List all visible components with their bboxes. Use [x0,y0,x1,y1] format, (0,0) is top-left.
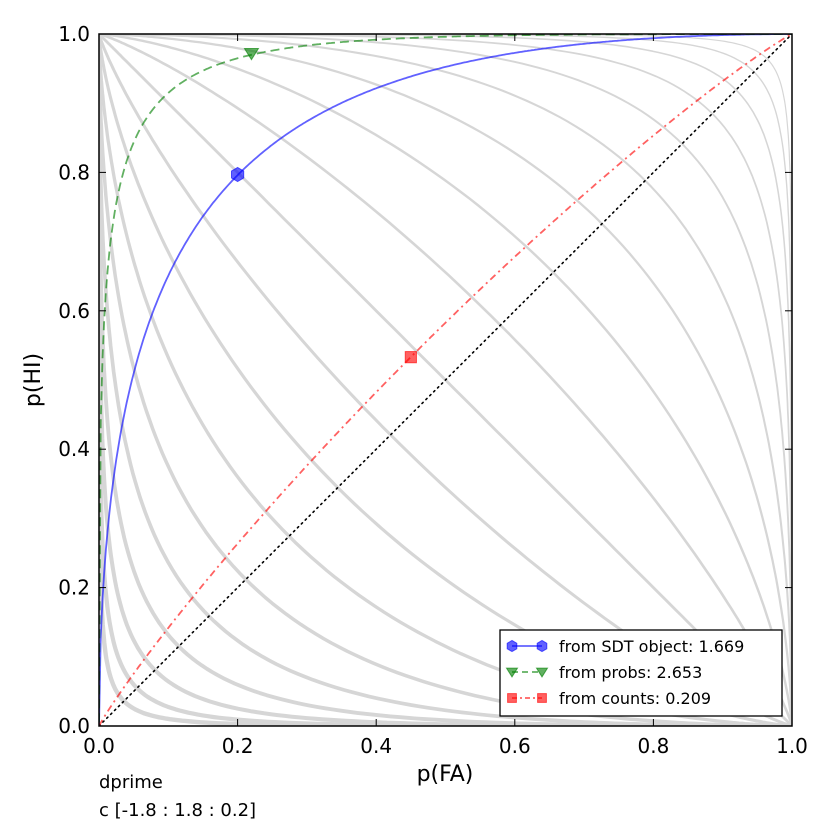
y-axis-label: p(HI) [21,353,46,407]
isocriterion-curve [99,34,792,726]
y-tick-label: 0.6 [58,299,90,323]
x-tick-label: 0.4 [360,734,392,758]
chance-line-group [99,34,792,726]
legend-marker-1 [506,639,518,653]
x-axis-label: p(FA) [417,762,474,787]
roc-series-points [231,47,417,364]
legend-marker-2 [505,667,519,678]
legend-marker-3 [507,693,517,703]
axis-ticks: 0.0 0.2 0.4 0.6 0.8 1.0 0.0 0.2 0.4 0.6 0.8 1.0 [58,22,808,758]
footer-line-1: dprime [99,772,163,793]
footer-line-2: c [-1.8 : 1.8 : 0.2] [99,800,256,821]
plot-frame [98,33,793,727]
x-tick-label: 0.2 [222,734,254,758]
legend-marker-3 [537,693,547,703]
isocriterion-curve [99,34,792,726]
isocriterion-curve [99,34,792,726]
y-tick-label: 0.2 [58,576,90,600]
x-tick-label: 1.0 [776,734,808,758]
roc-curve-1 [99,34,792,726]
roc-point-2 [243,47,260,61]
x-tick-label: 0.8 [637,734,669,758]
isocriterion-curve [99,34,792,726]
isocriterion-curve [99,34,792,726]
legend-marker-2 [535,667,549,678]
roc-point-1 [231,166,245,183]
roc-point-3 [404,351,417,364]
legend-label-1: from SDT object: 1.669 [559,637,744,656]
roc-curve-3 [99,34,792,726]
y-tick-label: 1.0 [58,22,90,46]
y-tick-label: 0.8 [58,160,90,184]
chance-line [99,34,792,726]
isocriterion-curve [99,34,792,726]
y-tick-label: 0.0 [58,714,90,738]
legend-label-2: from probs: 2.653 [559,663,702,682]
isocriterion-curve [99,34,792,726]
legend: from SDT object: 1.669 from probs: 2.653 f… [499,629,783,717]
x-tick-label: 0.6 [499,734,531,758]
y-tick-label: 0.4 [58,437,90,461]
legend-label-3: from counts: 0.209 [559,689,711,708]
x-tick-label: 0.0 [83,734,115,758]
legend-marker-1 [536,639,548,653]
